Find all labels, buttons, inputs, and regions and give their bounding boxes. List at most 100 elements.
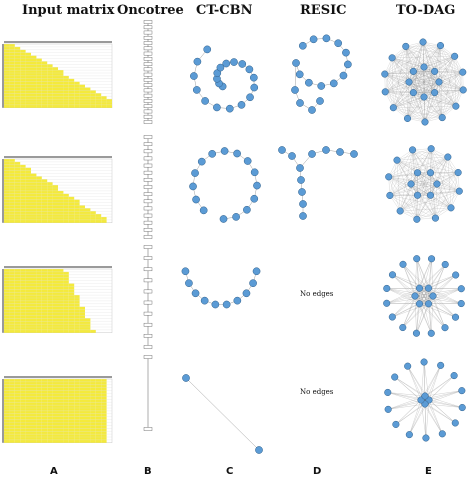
todag-edge: [414, 295, 417, 334]
matrix-cell: [14, 96, 21, 100]
todag-node: [420, 93, 428, 101]
matrix-cell: [4, 52, 10, 56]
matrix-cell: [4, 286, 10, 290]
ctcbn-node: [216, 63, 225, 72]
todag-edge: [432, 274, 456, 297]
matrix-cell: [47, 408, 53, 411]
matrix-cell: [31, 399, 37, 403]
matrix-cell: [36, 61, 42, 65]
todag-edge: [430, 172, 460, 192]
oncotree-node: [143, 427, 153, 431]
matrix-cell: [20, 217, 26, 220]
matrix-cell: [74, 408, 80, 411]
oncotree-node: [143, 206, 153, 211]
matrix-cell: [9, 306, 15, 310]
matrix-cell: [85, 416, 91, 420]
oncotree-node: [143, 289, 153, 294]
oncotree-node: [143, 156, 153, 161]
matrix-cell: [25, 185, 31, 188]
matrix-cell: [47, 219, 53, 223]
matrix-cell: [20, 439, 26, 443]
todag-edge: [424, 105, 456, 123]
todag-edge: [428, 287, 462, 289]
matrix-cell: [85, 318, 91, 322]
matrix-cell: [58, 318, 64, 322]
matrix-cell: [14, 196, 21, 200]
matrix-cell: [52, 390, 58, 394]
matrix-cell: [68, 96, 75, 100]
matrix-cell: [31, 303, 37, 307]
matrix-cell: [36, 410, 42, 414]
matrix-cell: [52, 93, 58, 97]
matrix-cell: [68, 408, 75, 411]
todag-edge: [432, 295, 446, 328]
todag-edge: [388, 176, 412, 185]
todag-edge: [396, 160, 436, 219]
matrix-cell: [25, 437, 31, 440]
todag-edge: [392, 57, 414, 72]
matrix-cell: [20, 393, 26, 397]
matrix-cell: [14, 300, 21, 304]
matrix-cell: [20, 312, 26, 316]
matrix-cell: [31, 437, 37, 440]
matrix-cell: [36, 396, 42, 400]
matrix-cell: [14, 283, 21, 287]
matrix-cell: [4, 214, 10, 217]
matrix-cell: [74, 217, 80, 220]
todag-edge: [434, 45, 441, 72]
matrix-cell: [52, 217, 58, 220]
matrix-cell: [31, 78, 37, 82]
todag-edge: [405, 46, 443, 118]
matrix-cell: [47, 396, 53, 400]
matrix-cell: [95, 399, 102, 403]
todag-edge: [384, 56, 455, 75]
matrix-cell: [90, 425, 96, 429]
matrix-cell: [20, 99, 26, 102]
matrix-cell: [25, 202, 31, 206]
todag-edge: [417, 190, 460, 196]
matrix-cell: [31, 422, 37, 426]
oncotree-node: [143, 30, 153, 35]
matrix-cell: [85, 390, 91, 394]
matrix-cell: [14, 416, 21, 420]
matrix-cell: [9, 292, 15, 296]
column-letter-d: D: [313, 466, 322, 477]
todag-edge: [417, 172, 431, 196]
matrix-cell: [9, 211, 15, 215]
todag-edge: [400, 210, 436, 219]
matrix-cell: [58, 271, 64, 275]
todag-edge: [393, 66, 425, 108]
matrix-cell: [68, 410, 75, 414]
matrix-cell: [4, 315, 10, 319]
matrix-cell: [85, 428, 91, 432]
matrix-cell: [74, 379, 80, 382]
todag-edge: [412, 149, 438, 185]
matrix-cell: [85, 87, 91, 91]
todag-edge: [416, 183, 438, 220]
todag-edge: [391, 57, 394, 108]
matrix-cell: [68, 405, 75, 408]
matrix-cell: [47, 425, 53, 429]
ctcbn-node: [190, 72, 198, 80]
matrix-cell: [20, 381, 26, 385]
matrix-cell: [25, 416, 31, 420]
matrix-cell: [85, 324, 91, 327]
matrix-cell: [85, 96, 91, 100]
matrix-cell: [47, 102, 53, 105]
matrix-cell: [31, 179, 37, 183]
matrix-cell: [4, 408, 10, 411]
matrix-cell: [52, 205, 58, 209]
matrix-cell: [31, 280, 37, 284]
matrix-cell: [52, 393, 58, 397]
todag-edge: [423, 66, 435, 93]
matrix-cell: [25, 78, 31, 82]
todag-edge: [428, 399, 443, 434]
todag-edge: [428, 365, 441, 401]
matrix-cell: [90, 211, 96, 215]
matrix-cell: [20, 410, 26, 414]
matrix-cell: [25, 173, 31, 177]
matrix-cell: [41, 312, 48, 316]
matrix-cell: [79, 399, 85, 403]
oncotree-node: [143, 163, 153, 168]
matrix-cell: [63, 87, 69, 91]
